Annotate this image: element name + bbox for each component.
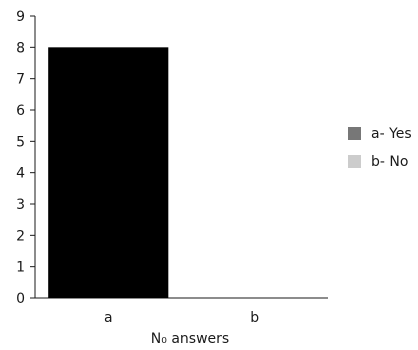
legend-swatch [348,155,361,168]
legend-label: a- Yes [371,126,412,142]
y-tick-label: 7 [16,72,25,88]
y-tick-label: 4 [16,166,25,182]
legend-label: b- No [371,154,408,170]
y-tick-label: 5 [16,134,25,150]
legend-swatch [348,127,361,140]
x-tick-label-b: b [250,310,259,326]
y-axis: 0 1 2 3 4 5 6 7 8 9 [16,9,36,307]
y-tick-label: 0 [16,291,25,307]
x-tick-label-a: a [104,310,113,326]
y-tick-label: 8 [16,40,25,56]
y-tick-label: 3 [16,197,25,213]
x-axis-title: N₀ answers [151,331,229,347]
legend: a- Yes b- No [348,126,412,170]
y-tick-label: 1 [16,260,25,276]
y-tick-label: 9 [16,9,25,25]
y-tick-label: 6 [16,103,25,119]
y-tick-label: 2 [16,228,25,244]
bars [48,47,169,299]
bar-a [48,47,169,299]
